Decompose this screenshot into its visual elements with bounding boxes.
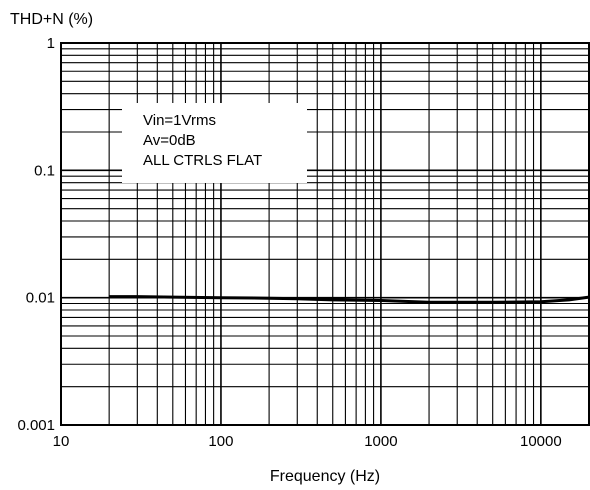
y-axis-label: THD+N (%) [10, 11, 93, 28]
y-tick-label: 0.01 [26, 290, 55, 307]
y-tick-label: 1 [47, 35, 55, 52]
annotation: Vin=1Vrms Av=0dB ALL CTRLS FLAT [143, 112, 262, 169]
annotation-line: ALL CTRLS FLAT [143, 152, 262, 169]
x-axis-label: Frequency (Hz) [270, 468, 380, 485]
annotation-box [122, 103, 307, 183]
grid [60, 42, 590, 426]
annotation-line: Vin=1Vrms [143, 112, 216, 129]
plot-frame [60, 42, 590, 426]
x-tick-label: 1000 [364, 433, 397, 450]
y-tick-label: 0.001 [17, 417, 55, 434]
y-tick-label: 0.1 [34, 162, 55, 179]
x-tick-label: 10000 [520, 433, 562, 450]
series-group [109, 295, 590, 304]
annotation-line: Av=0dB [143, 132, 196, 149]
tick-labels: 10 100 1000 10000 1 0.1 0.01 0.001 [17, 35, 561, 450]
x-tick-label: 100 [208, 433, 233, 450]
x-tick-label: 10 [53, 433, 70, 450]
series-line [109, 295, 590, 304]
